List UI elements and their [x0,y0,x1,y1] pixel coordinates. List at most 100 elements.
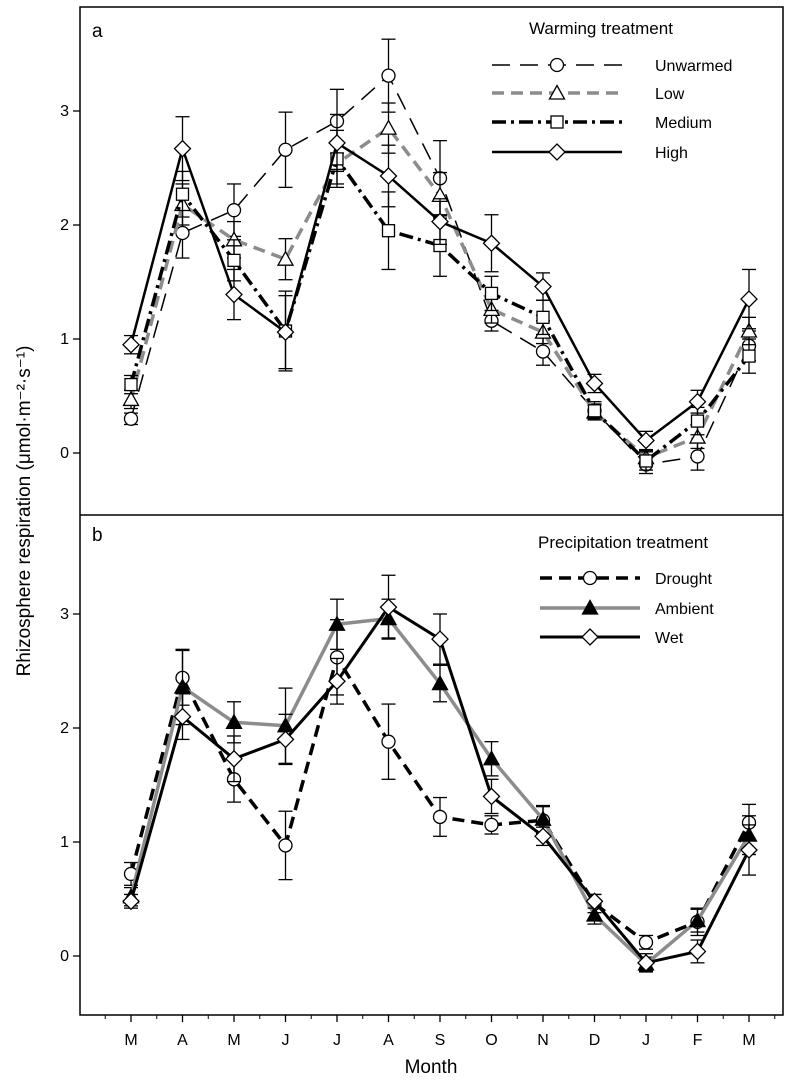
x-tick-label: A [383,1032,394,1049]
panel-b-y-tick-label: 3 [60,606,69,623]
panel-a-series-high-point [482,234,501,253]
panel-a-legend-marker [549,57,565,73]
panel-a-legend-marker [548,84,566,100]
x-tick-label: J [333,1032,341,1049]
panel-a-series-medium-point [536,310,550,324]
panel-a-series-unwarmed-point [226,203,242,218]
panel-b-series-wet-point [431,630,449,648]
panel-a-series-unwarmed-point [535,344,551,359]
panel-b-y-tick-label: 0 [60,948,69,965]
panel-a-legend-label: Unwarmed [655,58,732,75]
panel-a-series-high [122,113,758,451]
panel-b-series-ambient-point [688,911,707,928]
x-tick-label: D [589,1032,601,1049]
x-tick-label: M [124,1032,137,1049]
panel-b-series-drought-point [432,809,448,825]
legend-layer: Unwarmed Low Medium High Drought Ambient Wet [492,57,732,647]
panel-a-series-medium-point [742,349,756,363]
panel-a-series-medium-point [484,286,499,301]
plot-frame [79,6,784,1016]
panel-b-series-wet-point [122,892,140,911]
panel-a-series-high-point [328,134,346,152]
panel-b-legend-marker [581,628,599,646]
panel-b-legend-label: Wet [655,630,684,647]
panel-a-series-high-point [225,285,243,304]
x-tick-label: S [435,1032,446,1049]
panel-b-series-ambient-point [328,615,346,631]
panel-a-series-medium-point [227,253,241,267]
panel-a-legend-label: High [655,145,688,162]
panel-b-legend-marker [582,570,598,586]
panel-b-legend-item-wet: Wet [540,628,684,647]
axes-layer: 0 1 2 3 0 1 2 3 M A M J J A S O N D J F M [60,103,776,1049]
panel-b-series-ambient-point [225,713,243,729]
panel-b-legend-label: Ambient [655,601,714,618]
panel-b-series-wet-point [688,942,707,961]
panel-a-series-low-point [122,390,140,407]
panel-b-series-ambient-point [585,906,604,922]
panel-a-series-high-point [431,212,449,231]
panel-b-series-wet-point [585,892,604,911]
legend-a-title: Warming treatment [529,19,673,38]
panel-b-legend-item-ambient: Ambient [540,599,714,618]
panel-a-series-high-point [534,277,552,296]
panel-a-series-high-point [740,290,758,309]
x-tick-label: N [537,1032,549,1049]
panel-b-series-wet-point [740,841,758,859]
panel-b-series-ambient-point [431,674,449,691]
panel-a-series-medium-point [587,404,602,418]
panel-b-series-ambient-point [534,810,552,826]
panel-a-y-tick-label: 3 [60,103,69,120]
panel-b-series-wet-point [173,707,192,726]
panel-a-legend-marker [548,143,566,161]
panel-b-series-wet [122,574,758,973]
panel-a-series-high-point [637,431,655,450]
panel-b-series-drought-point [278,838,293,853]
panel-a-legend-label: Low [655,86,685,103]
panel-b-series-ambient-point [482,749,501,766]
x-axis-title: Month [405,1057,458,1078]
panel-a-series-medium-point [639,454,653,468]
panel-b-series-drought-point [484,817,499,833]
x-tick-label: M [227,1032,240,1049]
panel-a-series-medium-point [124,377,138,392]
panel-b-series-wet-point [637,953,655,972]
legend-b-title: Precipitation treatment [538,533,708,552]
panel-a-series-low-point [276,250,295,266]
panel-a-series-high-point [585,374,604,393]
panel-a-series-unwarmed-point [381,68,396,83]
panel-b-legend-label: Drought [655,571,712,588]
panel-a-series-medium-point [175,187,190,201]
panel-a-series-unwarmed-point [278,142,293,157]
panel-a-series-high-point [122,335,140,354]
panel-a-series-unwarmed-point [690,449,705,464]
panel-a-series-high-point [688,392,707,411]
x-tick-label: J [642,1032,650,1049]
panel-a-series-unwarmed-point [123,411,139,426]
panel-b-series-wet-point [482,787,501,806]
panel-a-legend-marker [550,115,564,129]
panel-a-legend-label: Medium [655,115,712,132]
panel-a-letter: a [92,21,103,42]
panel-a-series-low-point [379,119,398,135]
panel-a-series-low-point [740,322,758,338]
panel-b-series-wet-point [534,827,552,846]
panel-b-y-tick-label: 1 [60,834,69,851]
panel-a-y-tick-label: 1 [60,331,69,348]
panel-b-series-drought-point [381,734,396,749]
x-tick-label: A [177,1032,188,1049]
panel-b-legend-item-drought: Drought [540,570,712,588]
panel-b-series-wet-point [225,749,243,768]
y-axis-title: Rhizosphere respiration (μmol·m⁻²·s⁻¹) [14,346,35,677]
panel-a-y-tick-label: 2 [60,217,69,234]
x-tick-label: J [282,1032,290,1049]
x-tick-label: M [742,1032,755,1049]
panel-a-legend-item-high: High [492,143,688,162]
panel-a-legend-item-medium: Medium [492,115,712,132]
panel-a-series-medium-point [381,224,396,238]
panel-a-series-medium-point [690,414,705,428]
panel-a-series-high-point [276,323,295,342]
panel-a-series-low-point [688,428,707,444]
